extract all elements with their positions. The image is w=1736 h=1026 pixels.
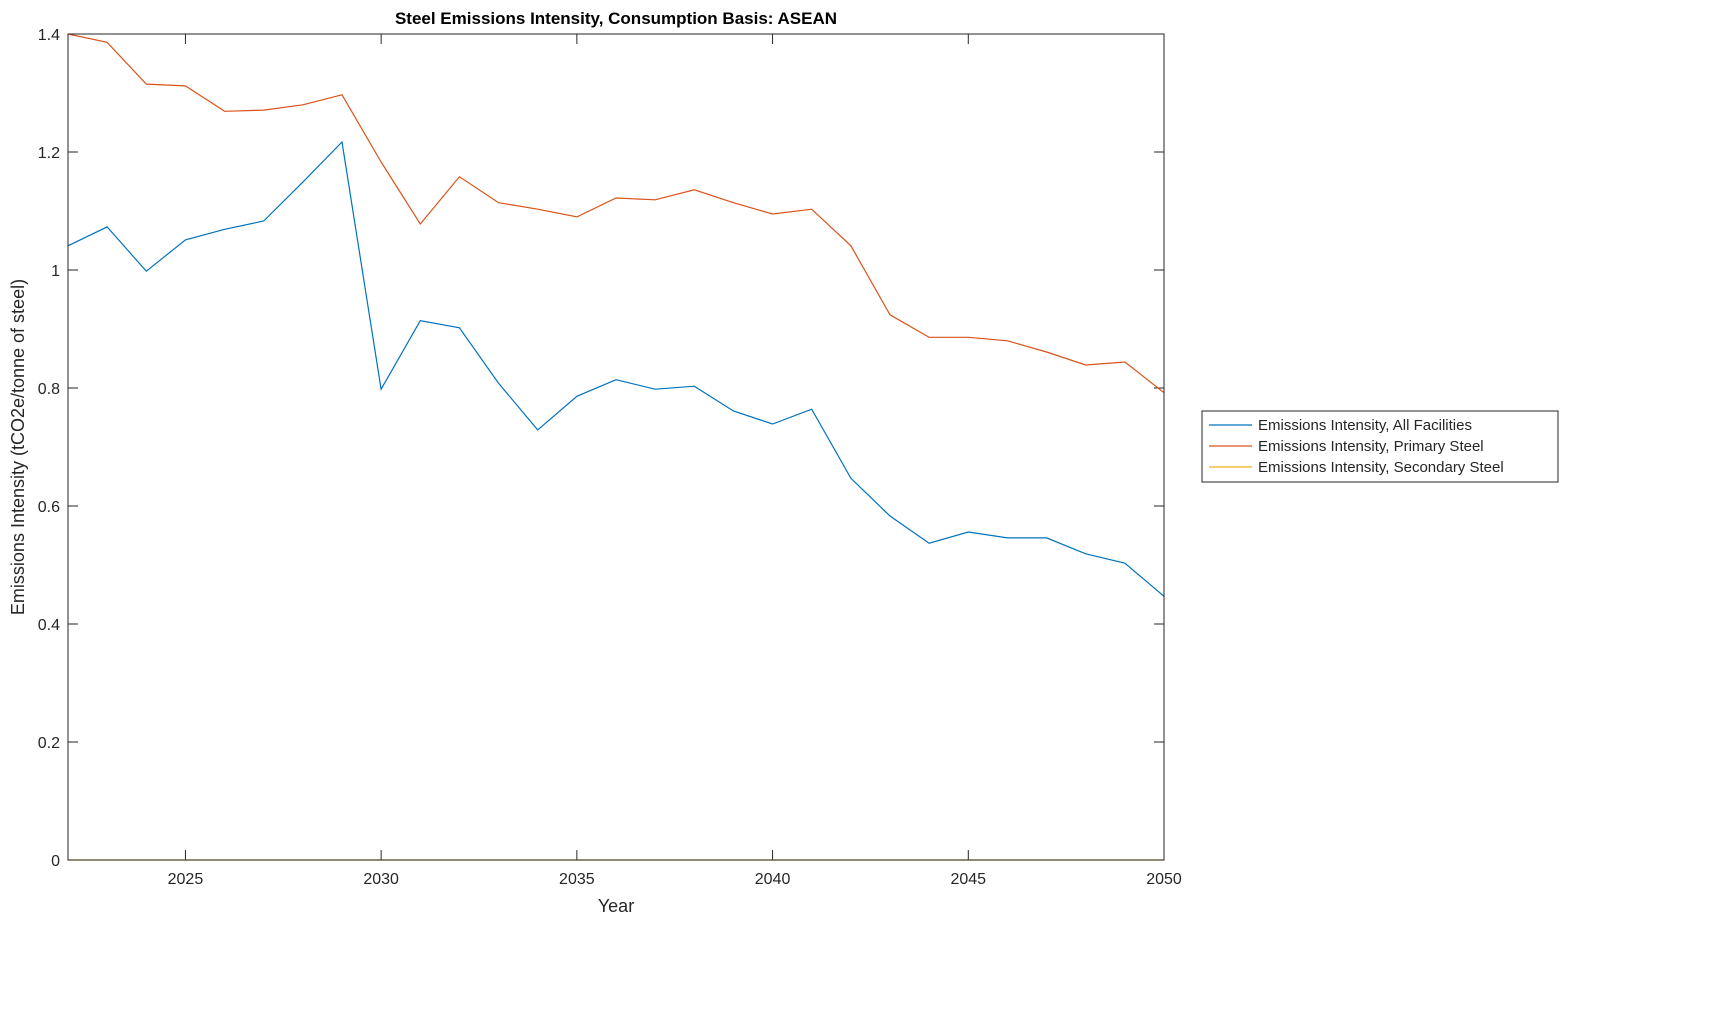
x-tick-label: 2040 — [755, 871, 791, 888]
legend-label: Emissions Intensity, Primary Steel — [1258, 438, 1484, 455]
x-tick-label: 2025 — [168, 871, 204, 888]
y-tick-label: 0.4 — [38, 617, 60, 634]
y-tick-label: 0.8 — [38, 381, 60, 398]
y-tick-label: 0.6 — [38, 499, 60, 516]
y-axis-label: Emissions Intensity (tCO2e/tonne of stee… — [8, 279, 28, 615]
x-axis-label: Year — [598, 896, 634, 916]
y-tick-label: 0 — [51, 853, 60, 870]
x-tick-label: 2030 — [363, 871, 399, 888]
x-tick-label: 2050 — [1146, 871, 1182, 888]
legend-label: Emissions Intensity, All Facilities — [1258, 417, 1472, 434]
y-tick-label: 1.2 — [38, 145, 60, 162]
plot-area-border — [67, 33, 1165, 861]
y-tick-label: 0.2 — [38, 735, 60, 752]
y-tick-label: 1 — [51, 263, 60, 280]
y-tick-label: 1.4 — [38, 27, 60, 44]
series-line-1 — [67, 33, 1165, 394]
chart-title: Steel Emissions Intensity, Consumption B… — [395, 9, 837, 28]
x-tick-label: 2035 — [559, 871, 595, 888]
x-tick-label: 2045 — [950, 871, 986, 888]
legend: Emissions Intensity, All Facilities Emiss… — [1201, 410, 1559, 483]
legend-label: Emissions Intensity, Secondary Steel — [1258, 459, 1504, 476]
series-line-0 — [67, 140, 1165, 597]
